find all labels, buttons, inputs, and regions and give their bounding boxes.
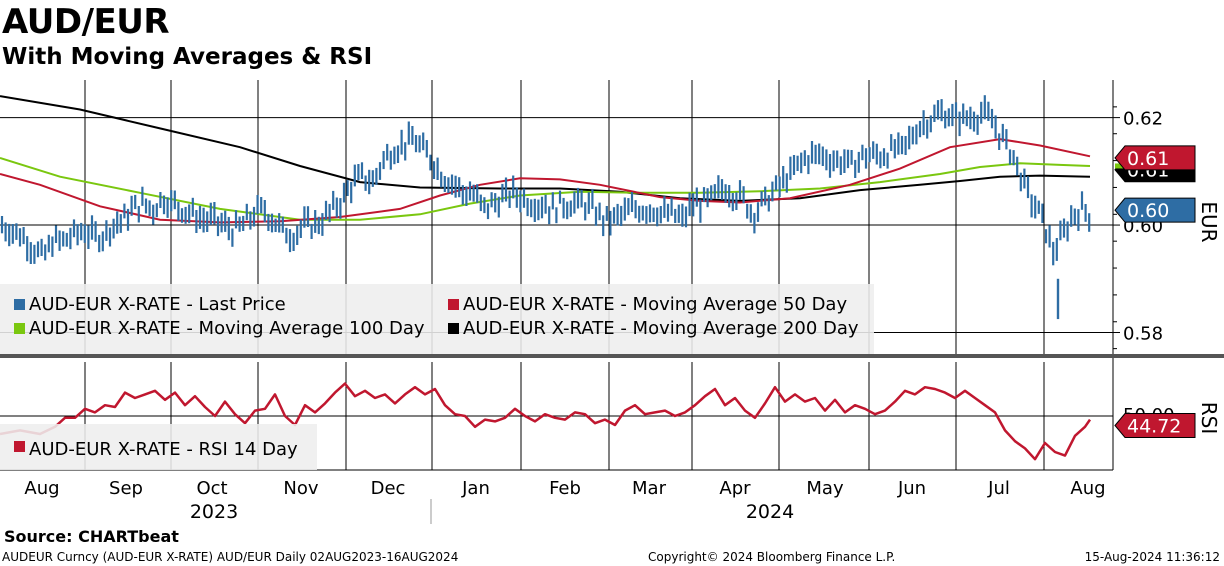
x-month-label: Apr xyxy=(719,478,751,499)
rsi-legend-box xyxy=(0,424,317,470)
x-month-label: Feb xyxy=(549,478,581,499)
price-axis-title: EUR xyxy=(1197,201,1221,242)
rsi-legend-entry: AUD-EUR X-RATE - RSI 14 Day xyxy=(29,439,298,460)
legend-entry: AUD-EUR X-RATE - Last Price xyxy=(29,294,286,315)
ma-line-2 xyxy=(0,156,1091,221)
rsi-legend-swatch xyxy=(14,441,25,452)
source-label: Source: CHARTbeat xyxy=(4,527,179,546)
footer-timestamp: 15-Aug-2024 11:36:12 xyxy=(1084,550,1220,564)
x-month-label: Aug xyxy=(24,478,59,499)
footer-copyright: Copyright© 2024 Bloomberg Finance L.P. xyxy=(648,550,896,564)
ma-line-3 xyxy=(0,95,1091,202)
badge-last-price-label: 0.60 xyxy=(1127,200,1169,222)
price-y-tick-label: 0.62 xyxy=(1123,109,1163,130)
badge-last-price xyxy=(1114,197,1196,223)
x-month-label: Nov xyxy=(283,478,318,499)
chart-subtitle: With Moving Averages & RSI xyxy=(2,44,373,70)
x-year-label: 2024 xyxy=(746,501,794,523)
legend-swatch xyxy=(448,299,459,310)
x-month-label: Dec xyxy=(371,478,406,499)
legend-entry: AUD-EUR X-RATE - Moving Average 50 Day xyxy=(463,294,847,315)
x-month-label: Jan xyxy=(461,478,490,499)
badge-ma50-label: 0.61 xyxy=(1127,148,1169,170)
legend-swatch xyxy=(14,299,25,310)
price-legend-box xyxy=(0,284,874,354)
badge-rsi-label: 44.72 xyxy=(1127,416,1181,438)
badge-ma50 xyxy=(1114,145,1196,171)
x-month-label: May xyxy=(806,478,844,499)
x-month-label: Aug xyxy=(1070,478,1105,499)
legend-entry: AUD-EUR X-RATE - Moving Average 200 Day xyxy=(463,318,859,339)
rsi-axis-title: RSI xyxy=(1197,402,1221,435)
x-month-label: Oct xyxy=(196,478,227,499)
chart-title: AUD/EUR xyxy=(2,2,170,42)
legend-swatch xyxy=(448,323,459,334)
footer-ticker-info: AUDEUR Curncy (AUD-EUR X-RATE) AUD/EUR D… xyxy=(2,550,459,564)
badge-rsi xyxy=(1114,413,1196,439)
x-month-label: Jul xyxy=(987,478,1010,499)
x-month-label: Sep xyxy=(109,478,143,499)
x-month-label: Jun xyxy=(897,478,926,499)
price-y-tick-label: 0.58 xyxy=(1123,324,1163,345)
legend-entry: AUD-EUR X-RATE - Moving Average 100 Day xyxy=(29,318,425,339)
x-month-label: Mar xyxy=(632,478,667,499)
rsi-line xyxy=(0,382,1092,461)
x-year-label: 2023 xyxy=(190,501,238,523)
legend-swatch xyxy=(14,323,25,334)
